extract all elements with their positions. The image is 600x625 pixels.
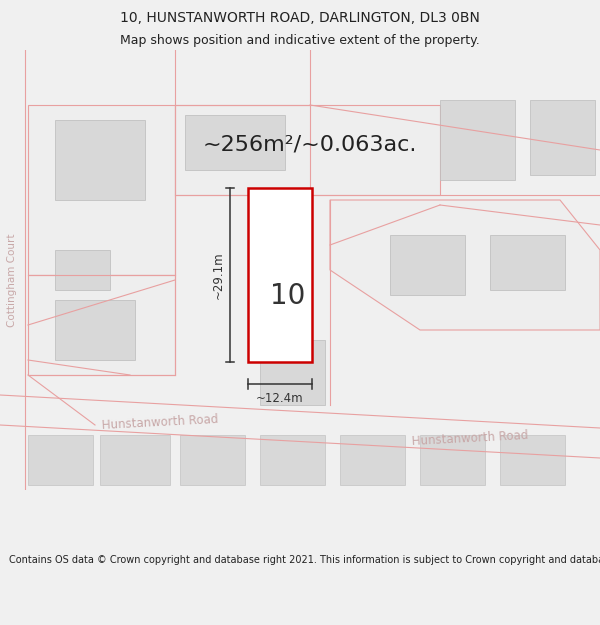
Bar (500, 435, 565, 485)
Text: Hunstanworth Road: Hunstanworth Road (412, 429, 529, 448)
Bar (490, 235, 565, 290)
Bar (55, 300, 135, 360)
Bar (248, 188, 312, 362)
Bar (260, 435, 325, 485)
Bar (28, 435, 93, 485)
Bar (390, 235, 465, 295)
Bar (440, 100, 515, 180)
Text: Hunstanworth Road: Hunstanworth Road (101, 412, 218, 431)
Text: Map shows position and indicative extent of the property.: Map shows position and indicative extent… (120, 34, 480, 47)
Text: ~12.4m: ~12.4m (256, 391, 304, 404)
Text: Contains OS data © Crown copyright and database right 2021. This information is : Contains OS data © Crown copyright and d… (9, 555, 600, 565)
Text: Cottingham Court: Cottingham Court (7, 233, 17, 327)
Bar (100, 435, 170, 485)
Text: ~29.1m: ~29.1m (212, 251, 224, 299)
Bar (340, 435, 405, 485)
Bar (55, 120, 145, 200)
Polygon shape (330, 200, 600, 330)
Text: 10: 10 (271, 282, 305, 310)
Bar (175, 105, 440, 195)
Bar (28, 105, 175, 275)
Text: ~256m²/~0.063ac.: ~256m²/~0.063ac. (203, 135, 417, 155)
Text: 10, HUNSTANWORTH ROAD, DARLINGTON, DL3 0BN: 10, HUNSTANWORTH ROAD, DARLINGTON, DL3 0… (120, 11, 480, 25)
Bar (55, 250, 110, 290)
Bar (185, 115, 285, 170)
Bar (530, 100, 595, 175)
Bar (260, 340, 325, 405)
Bar (420, 435, 485, 485)
Bar (28, 275, 175, 375)
Bar (180, 435, 245, 485)
